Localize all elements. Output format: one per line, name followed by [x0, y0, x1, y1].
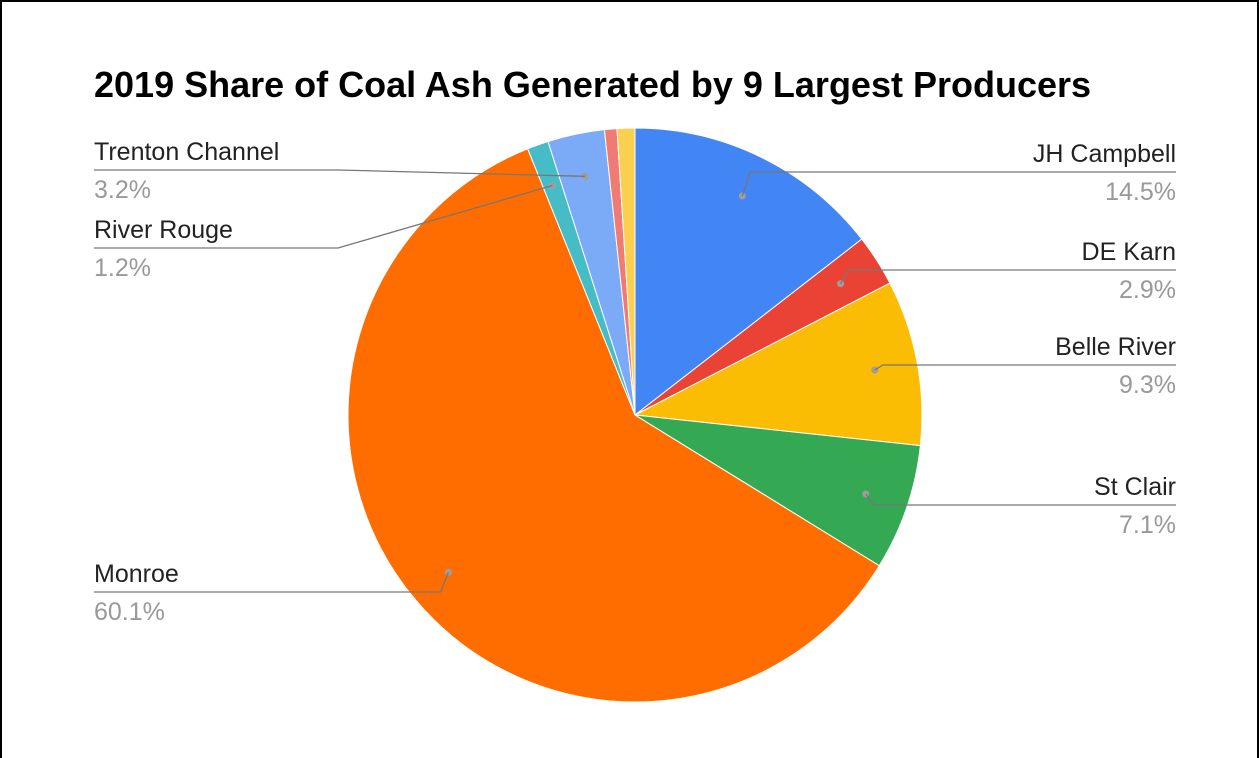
slice-label-de-karn: DE Karn 2.9% [837, 238, 1176, 304]
leader-line [94, 169, 585, 177]
slice-percent-label: 60.1% [94, 598, 165, 626]
slice-percent-label: 9.3% [1119, 371, 1176, 399]
chart-title: 2019 Share of Coal Ash Generated by 9 La… [94, 64, 1091, 105]
slice-label-trenton-channel: Trenton Channel 3.2% [94, 138, 589, 204]
slice-percent-label: 3.2% [94, 176, 151, 204]
pie-slice-st-clair[interactable] [634, 414, 921, 567]
slice-percent-label: 2.9% [1119, 276, 1176, 304]
slice-label-belle-river: Belle River 9.3% [871, 333, 1176, 399]
pie-slice-unlabeled-8[interactable] [616, 127, 636, 416]
slice-label-jh-campbell: JH Campbell 14.5% [738, 140, 1176, 206]
pie-slice-jh-campbell[interactable] [634, 127, 863, 417]
slice-name-label: River Rouge [94, 216, 233, 244]
leader-line [865, 493, 1176, 506]
slice-percent-label: 1.2% [94, 254, 151, 282]
leader-line [741, 171, 1176, 197]
leader-line [874, 364, 1176, 371]
slice-name-label: Belle River [1055, 333, 1176, 361]
pie-slice-monroe[interactable] [347, 148, 880, 703]
leader-line [94, 184, 553, 249]
leader-line [840, 269, 1176, 284]
slice-name-label: St Clair [1094, 473, 1176, 501]
slice-name-label: JH Campbell [1033, 140, 1176, 168]
slice-label-monroe: Monroe 60.1% [94, 560, 452, 626]
slice-name-label: DE Karn [1082, 238, 1176, 266]
slice-percent-label: 14.5% [1105, 178, 1176, 206]
slice-label-st-clair: St Clair 7.1% [862, 473, 1176, 539]
slice-label-river-rouge: River Rouge 1.2% [94, 182, 556, 282]
slice-name-label: Trenton Channel [94, 138, 279, 166]
slice-name-label: Monroe [94, 560, 179, 588]
pie-slices [347, 127, 923, 703]
slice-percent-label: 7.1% [1119, 511, 1176, 539]
slice-labels: JH Campbell 14.5% DE Karn 2.9% Belle River 9.… [94, 138, 1176, 626]
pie-slice-belle-river[interactable] [633, 282, 923, 447]
leader-line [94, 572, 450, 593]
